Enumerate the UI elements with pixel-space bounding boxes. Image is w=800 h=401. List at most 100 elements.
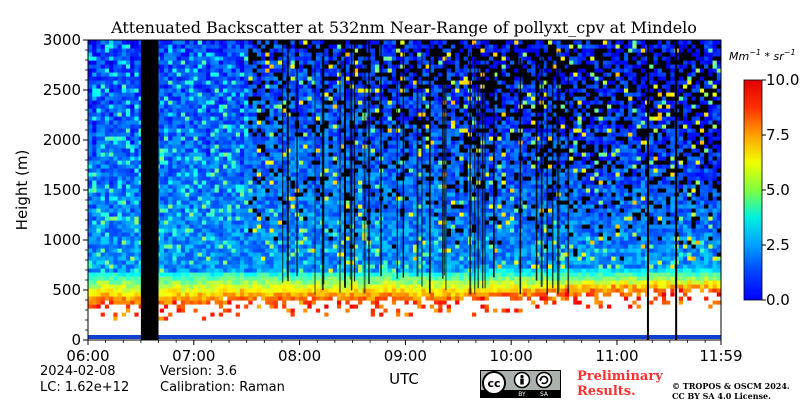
heatmap-cell [286, 180, 292, 185]
heatmap-cell [92, 252, 98, 257]
heatmap-cell [303, 272, 309, 277]
heatmap-cell [277, 288, 283, 293]
heatmap-cell [239, 312, 245, 317]
heatmap-cell [277, 316, 283, 321]
heatmap-cell [349, 304, 355, 309]
heatmap-cell [163, 256, 169, 261]
heatmap-cell [269, 44, 275, 49]
heatmap-cell [328, 128, 334, 133]
heatmap-cell [121, 212, 127, 217]
heatmap-cell [163, 104, 169, 109]
heatmap-cell [125, 44, 131, 49]
heatmap-cell [218, 156, 224, 161]
heatmap-cell [92, 148, 98, 153]
heatmap-cell [125, 196, 131, 201]
heatmap-cell [168, 160, 173, 165]
heatmap-cell [252, 72, 258, 77]
heatmap-cell [307, 92, 313, 97]
heatmap-cell [121, 224, 127, 229]
heatmap-cell [185, 300, 190, 305]
heatmap-cell [185, 148, 190, 153]
heatmap-cell [307, 144, 313, 149]
heatmap-cell [159, 284, 165, 289]
heatmap-cell [109, 52, 114, 57]
heatmap-cell [193, 216, 199, 221]
heatmap-cell [239, 200, 245, 205]
heatmap-cell [176, 148, 182, 153]
heatmap-cell [341, 240, 347, 245]
heatmap-cell [92, 156, 98, 161]
heatmap-cell [235, 136, 241, 141]
heatmap-cell [134, 244, 140, 249]
heatmap-cell [311, 192, 317, 197]
heatmap-cell [324, 196, 330, 201]
heatmap-cell [231, 284, 237, 289]
heatmap-cell [159, 268, 165, 273]
heatmap-cell [244, 160, 249, 165]
heatmap-cell [227, 144, 233, 149]
heatmap-cell [290, 284, 296, 289]
heatmap-cell [290, 148, 296, 153]
heatmap-cell [223, 172, 228, 177]
heatmap-cell [265, 320, 271, 325]
heatmap-cell [172, 236, 178, 241]
heatmap-cell [256, 236, 262, 241]
heatmap-cell [159, 80, 165, 85]
heatmap-cell [277, 128, 283, 133]
heatmap-cell [315, 244, 321, 249]
heatmap-cell [290, 44, 296, 49]
heatmap-cell [163, 132, 169, 137]
heatmap-cell [282, 232, 287, 237]
heatmap-cell [345, 228, 351, 233]
heatmap-cell [315, 268, 321, 273]
heatmap-cell [248, 116, 254, 121]
heatmap-cell [345, 328, 351, 333]
heatmap-cell [256, 292, 262, 297]
heatmap-cell [180, 80, 186, 85]
heatmap-cell [100, 248, 106, 253]
heatmap-cell [172, 240, 178, 245]
heatmap-cell [235, 60, 241, 65]
heatmap-cell [172, 156, 178, 161]
heatmap-cell [282, 80, 287, 85]
heatmap-cell [256, 244, 262, 249]
heatmap-cell [299, 196, 304, 201]
heatmap-cell [92, 268, 98, 273]
heatmap-cell [96, 40, 102, 45]
heatmap-cell [261, 316, 266, 321]
heatmap-cell [336, 312, 342, 317]
heatmap-cell [345, 304, 351, 309]
heatmap-cell [104, 152, 110, 157]
heatmap-cell [239, 148, 245, 153]
heatmap-cell [315, 296, 321, 301]
heatmap-cell [189, 56, 195, 61]
heatmap-cell [130, 212, 136, 217]
heatmap-cell [311, 172, 317, 177]
heatmap-cell [117, 328, 123, 333]
heatmap-cell [307, 152, 313, 157]
heatmap-cell [265, 68, 271, 73]
heatmap-cell [341, 68, 347, 73]
heatmap-cell [303, 224, 309, 229]
heatmap-cell [345, 124, 351, 129]
heatmap-cell [113, 228, 119, 233]
heatmap-cell [324, 244, 330, 249]
heatmap-cell [214, 148, 220, 153]
heatmap-cell [303, 164, 309, 169]
heatmap-cell [248, 144, 254, 149]
heatmap-cell [172, 220, 178, 225]
heatmap-cell [261, 84, 266, 89]
heatmap-cell [231, 224, 237, 229]
heatmap-cell [100, 60, 106, 65]
heatmap-cell [358, 76, 363, 81]
heatmap-cell [311, 248, 317, 253]
heatmap-cell [261, 288, 266, 293]
heatmap-cell [353, 332, 359, 337]
heatmap-cell [125, 96, 131, 101]
heatmap-cell [320, 304, 325, 309]
heatmap-cell [273, 160, 279, 165]
heatmap-cell [282, 332, 287, 337]
heatmap-cell [109, 196, 114, 201]
heatmap-cell [328, 260, 334, 265]
heatmap-cell [244, 168, 249, 173]
